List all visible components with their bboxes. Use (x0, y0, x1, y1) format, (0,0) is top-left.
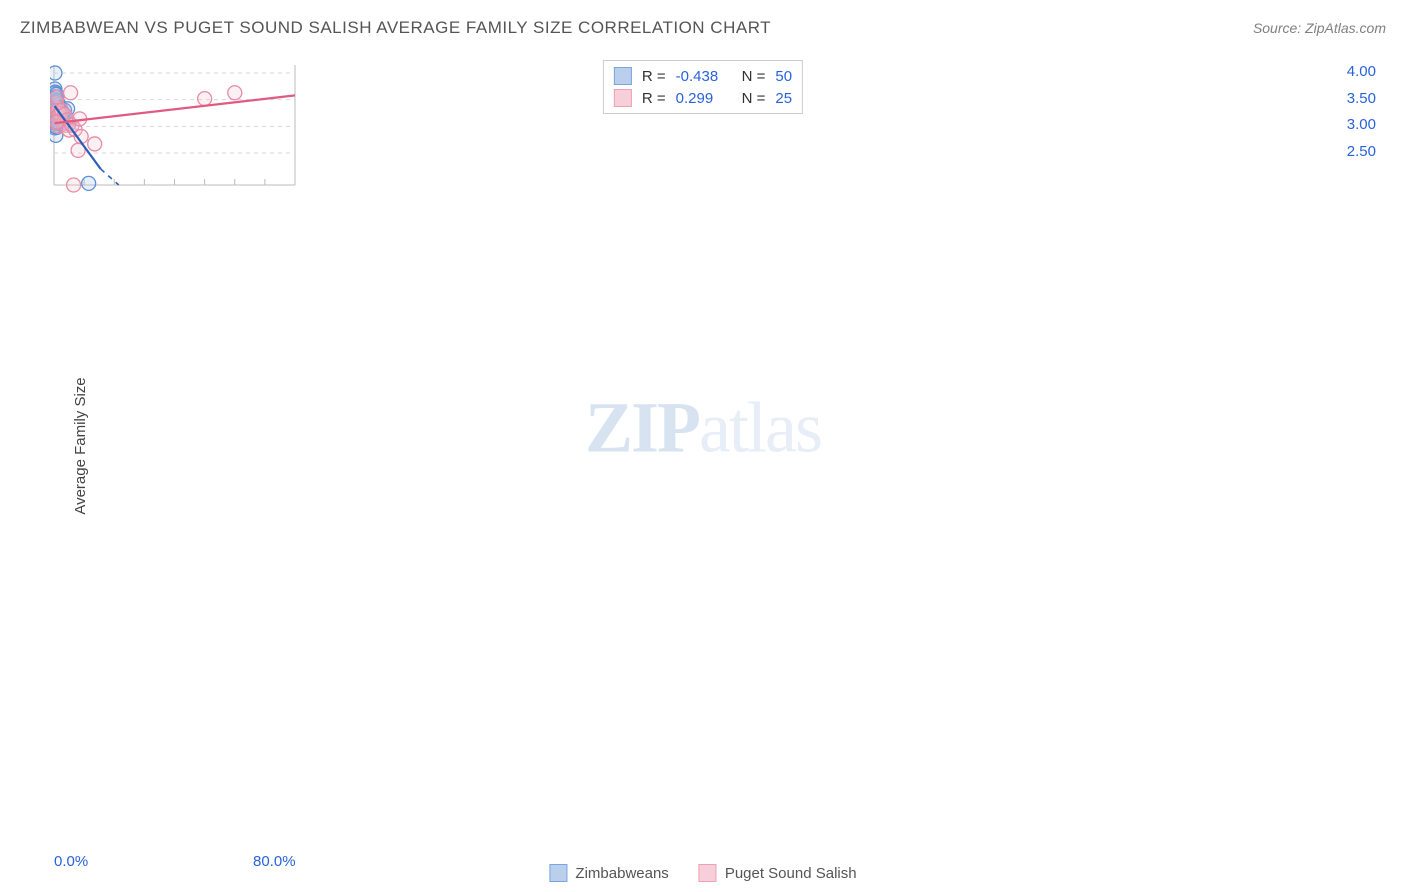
stats-box: R = -0.438 N = 50 R = 0.299 N = 25 (603, 60, 803, 114)
y-tick-label: 4.00 (1347, 63, 1376, 80)
legend-swatch (699, 864, 717, 882)
legend: Zimbabweans Puget Sound Salish (549, 864, 856, 882)
legend-label: Puget Sound Salish (725, 865, 857, 882)
r-value: -0.438 (676, 68, 732, 85)
legend-item: Zimbabweans (549, 864, 668, 882)
source-label: Source: ZipAtlas.com (1253, 20, 1386, 36)
y-tick-label: 3.00 (1347, 116, 1376, 133)
stats-row: R = 0.299 N = 25 (614, 87, 792, 109)
y-axis-label: Average Family Size (72, 377, 89, 514)
series-swatch (614, 67, 632, 85)
x-tick-label: 80.0% (253, 853, 296, 870)
chart-title: ZIMBABWEAN VS PUGET SOUND SALISH AVERAGE… (20, 18, 771, 38)
legend-swatch (549, 864, 567, 882)
legend-label: Zimbabweans (575, 865, 668, 882)
y-tick-label: 3.50 (1347, 90, 1376, 107)
n-label: N = (742, 68, 766, 85)
r-label: R = (642, 68, 666, 85)
x-tick-label: 0.0% (54, 853, 88, 870)
y-tick-label: 2.50 (1347, 143, 1376, 160)
r-label: R = (642, 90, 666, 107)
watermark: ZIPatlas (585, 387, 821, 470)
chart-svg (50, 55, 350, 205)
series-swatch (614, 89, 632, 107)
stats-row: R = -0.438 N = 50 (614, 65, 792, 87)
legend-item: Puget Sound Salish (699, 864, 857, 882)
n-value: 25 (775, 90, 792, 107)
n-value: 50 (775, 68, 792, 85)
n-label: N = (742, 90, 766, 107)
r-value: 0.299 (676, 90, 732, 107)
